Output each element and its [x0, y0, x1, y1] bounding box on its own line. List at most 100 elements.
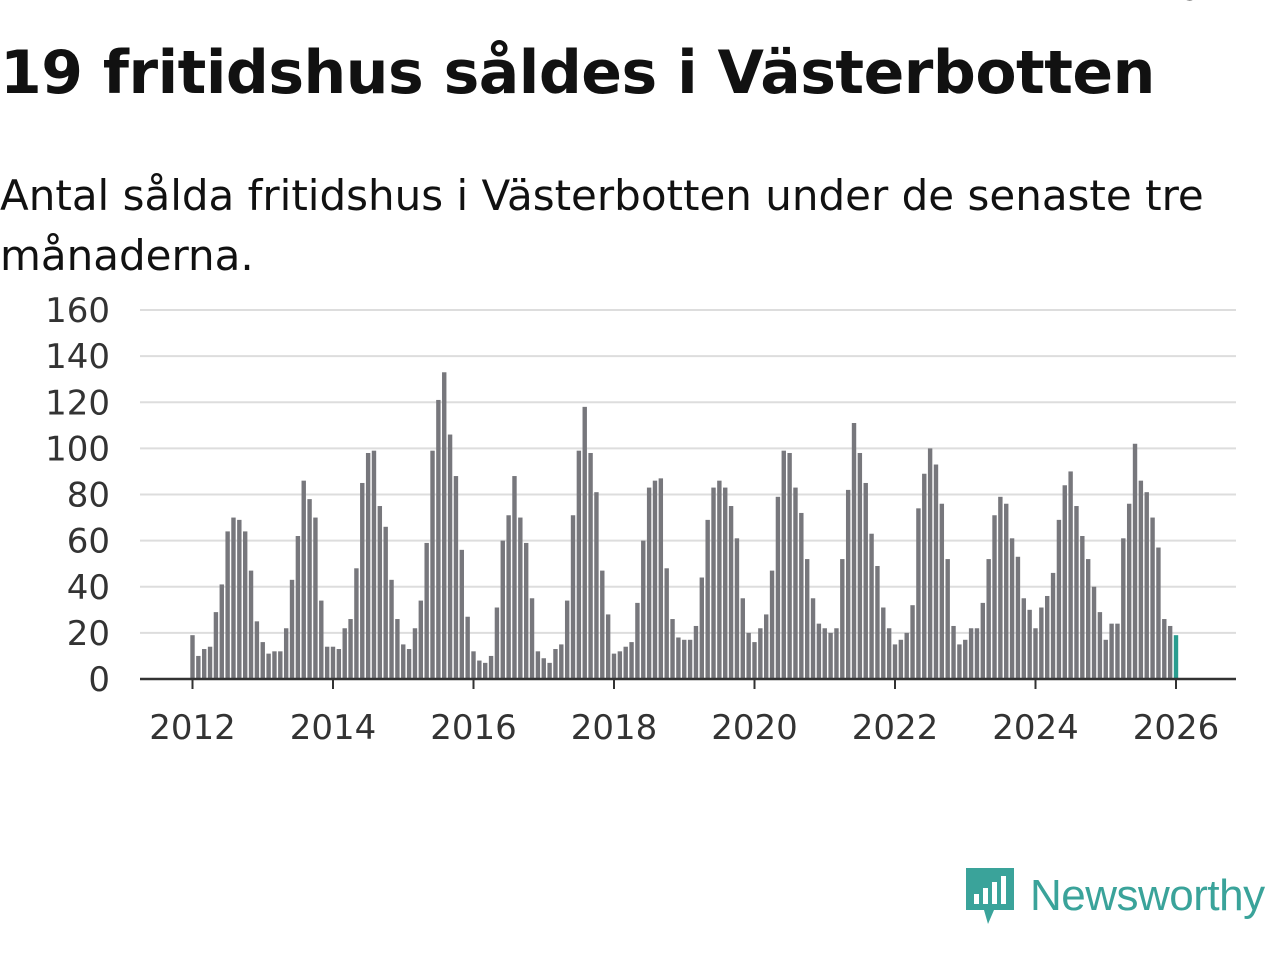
bar: [740, 598, 745, 679]
bar: [1103, 639, 1108, 679]
bar: [553, 649, 558, 679]
bar: [635, 602, 640, 679]
bar: [225, 531, 230, 679]
chart-title: 19 fritidshus såldes i Västerbotten: [0, 38, 1155, 108]
bar: [395, 619, 400, 679]
x-tick-label: 2014: [290, 708, 377, 748]
bar: [447, 434, 453, 679]
y-tick-label: 20: [67, 614, 110, 654]
bar: [641, 540, 646, 680]
data-label: 19: [1163, 0, 1201, 8]
bar: [728, 506, 734, 679]
bar: [594, 492, 599, 679]
bar: [787, 452, 792, 679]
newsworthy-logo: Newsworthy: [964, 866, 1265, 926]
bar: [1126, 503, 1132, 679]
bar: [875, 565, 880, 679]
bar: [664, 568, 669, 679]
bar: [623, 646, 628, 679]
bar: [611, 653, 617, 679]
bar: [1056, 519, 1062, 679]
bar: [1156, 547, 1161, 679]
bar: [1068, 471, 1073, 679]
bar: [512, 476, 517, 679]
bar: [980, 602, 986, 679]
bar: [863, 482, 868, 679]
bar: [242, 531, 248, 679]
bar: [248, 570, 254, 679]
bar: [834, 628, 839, 679]
data-label-background: [1159, 0, 1204, 32]
bar: [1033, 628, 1038, 679]
y-tick-label: 140: [45, 337, 110, 377]
bar: [412, 628, 418, 679]
bar: [816, 623, 822, 679]
bar: [278, 651, 283, 679]
bar: [541, 658, 546, 679]
bar: [500, 540, 505, 680]
x-tick-label: 2022: [852, 708, 939, 748]
bar: [869, 533, 874, 679]
bar: [1074, 506, 1079, 679]
bar: [851, 423, 857, 679]
bar: [506, 515, 511, 679]
bar: [705, 519, 710, 679]
bar: [307, 499, 312, 679]
bar: [998, 496, 1003, 679]
bar: [365, 452, 371, 679]
bar: [1080, 536, 1085, 679]
bar: [939, 503, 945, 679]
bar: [922, 473, 927, 679]
brand-name: Newsworthy: [1030, 871, 1265, 920]
bar: [459, 549, 464, 679]
bar: [190, 635, 195, 679]
bar: [658, 478, 664, 679]
bar: [219, 584, 224, 679]
bar: [436, 399, 441, 679]
bar: [951, 625, 956, 679]
bar: [1045, 595, 1050, 679]
bar: [272, 651, 277, 679]
bar: [886, 628, 892, 679]
bar: [588, 452, 593, 679]
bar: [974, 628, 980, 679]
bar: [910, 605, 915, 679]
y-tick-label: 100: [45, 429, 110, 469]
bar: [799, 512, 804, 679]
x-tick-label: 2026: [1133, 708, 1220, 748]
bar: [968, 628, 974, 679]
bar: [1150, 517, 1155, 679]
bar: [693, 625, 699, 679]
bar: [822, 628, 827, 679]
bar: [927, 448, 933, 680]
bar: [342, 628, 347, 679]
bar: [1050, 572, 1056, 679]
bar: [348, 619, 353, 679]
bar: [682, 639, 687, 679]
bar: [986, 559, 991, 679]
y-tick-label: 0: [88, 660, 110, 700]
bar: [746, 632, 751, 680]
bar: [523, 542, 529, 679]
bar: [857, 452, 863, 679]
bar: [202, 649, 207, 679]
bar: [518, 517, 523, 679]
bar: [377, 506, 383, 679]
bar: [881, 607, 886, 679]
bar: [494, 607, 500, 679]
bar: [1009, 538, 1015, 679]
bar: [1015, 556, 1021, 679]
bar: [758, 628, 763, 679]
bar: [430, 450, 435, 679]
bar: [1115, 623, 1120, 679]
bar: [670, 619, 675, 679]
bar: [916, 508, 921, 679]
bar: [600, 570, 605, 679]
bar: [1097, 612, 1103, 679]
y-tick-label: 120: [45, 383, 110, 423]
bar: [295, 536, 301, 679]
bar: [605, 614, 611, 679]
bar: [465, 616, 470, 679]
bar: [371, 450, 377, 679]
